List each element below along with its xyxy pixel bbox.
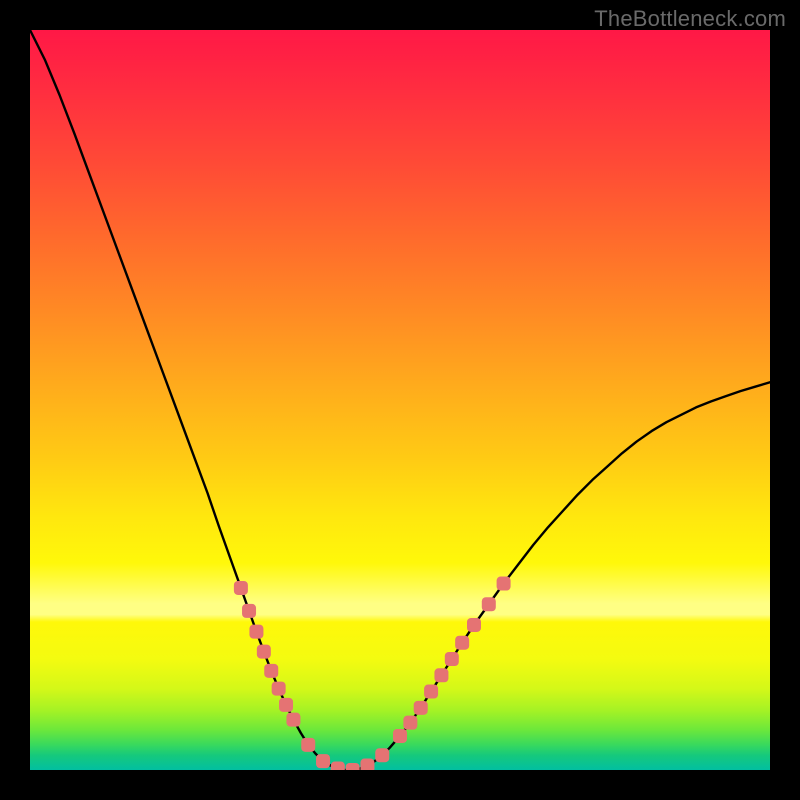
- curve-marker: [242, 604, 256, 618]
- curve-marker: [403, 716, 417, 730]
- curve-marker: [467, 618, 481, 632]
- plot-svg: [30, 30, 770, 770]
- curve-marker: [257, 645, 271, 659]
- curve-marker: [455, 636, 469, 650]
- watermark-text: TheBottleneck.com: [594, 6, 786, 32]
- curve-marker: [414, 701, 428, 715]
- curve-marker: [482, 597, 496, 611]
- curve-marker: [445, 652, 459, 666]
- curve-marker: [434, 668, 448, 682]
- curve-marker: [279, 698, 293, 712]
- curve-marker: [360, 759, 374, 770]
- plot-area: [30, 30, 770, 770]
- curve-marker: [393, 729, 407, 743]
- curve-marker: [301, 738, 315, 752]
- gradient-background: [30, 30, 770, 770]
- curve-marker: [286, 713, 300, 727]
- curve-marker: [234, 581, 248, 595]
- curve-marker: [375, 748, 389, 762]
- chart-frame: TheBottleneck.com: [0, 0, 800, 800]
- curve-marker: [316, 754, 330, 768]
- curve-marker: [331, 762, 345, 770]
- curve-marker: [264, 664, 278, 678]
- curve-marker: [497, 577, 511, 591]
- curve-marker: [424, 685, 438, 699]
- curve-marker: [346, 763, 360, 770]
- curve-marker: [249, 625, 263, 639]
- curve-marker: [272, 682, 286, 696]
